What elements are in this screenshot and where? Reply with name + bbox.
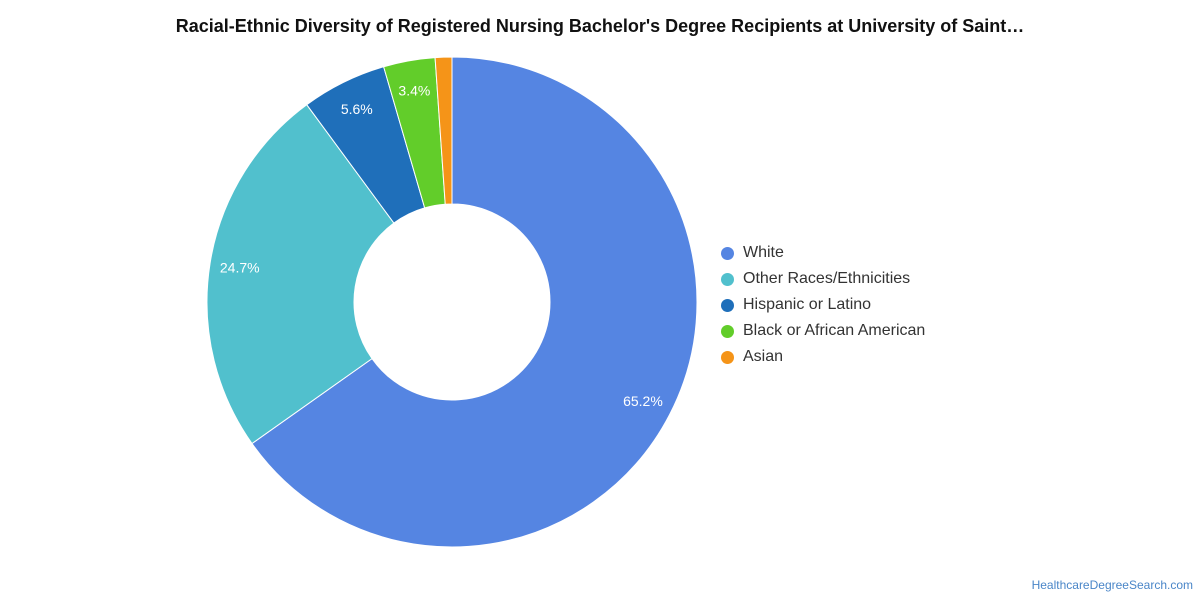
legend-swatch-asian [721,350,734,364]
chart-title: Racial-Ethnic Diversity of Registered Nu… [175,16,1025,36]
legend-item-black[interactable]: Black or African American [721,318,925,344]
legend-item-white[interactable]: White [721,240,925,266]
legend-label-other-races: Other Races/Ethnicities [743,270,911,287]
legend-item-hispanic[interactable]: Hispanic or Latino [721,292,925,318]
legend-swatch-hispanic [721,298,734,312]
legend-label-hispanic: Hispanic or Latino [743,296,872,313]
slice-white[interactable] [251,56,698,548]
slice-asian[interactable] [434,56,453,205]
legend-label-white: White [743,244,784,261]
legend-item-other-races[interactable]: Other Races/Ethnicities [721,266,925,292]
legend-swatch-black [721,324,734,338]
slice-label-white: 65.2% [623,393,663,409]
slice-label-black-or-african-american: 3.4% [398,82,430,98]
slice-other-races-ethnicities[interactable] [206,104,395,445]
source-link[interactable]: HealthcareDegreeSearch.com [1031,578,1193,592]
slice-label-other-races-ethnicities: 24.7% [220,260,260,276]
slice-label-hispanic-or-latino: 5.6% [341,101,373,117]
legend-item-asian[interactable]: Asian [721,344,925,370]
legend-swatch-other-races [721,272,734,286]
legend-swatch-white [721,246,734,260]
legend: White Other Races/Ethnicities Hispanic o… [721,240,925,370]
legend-label-black: Black or African American [743,322,926,339]
legend-label-asian: Asian [743,348,784,365]
